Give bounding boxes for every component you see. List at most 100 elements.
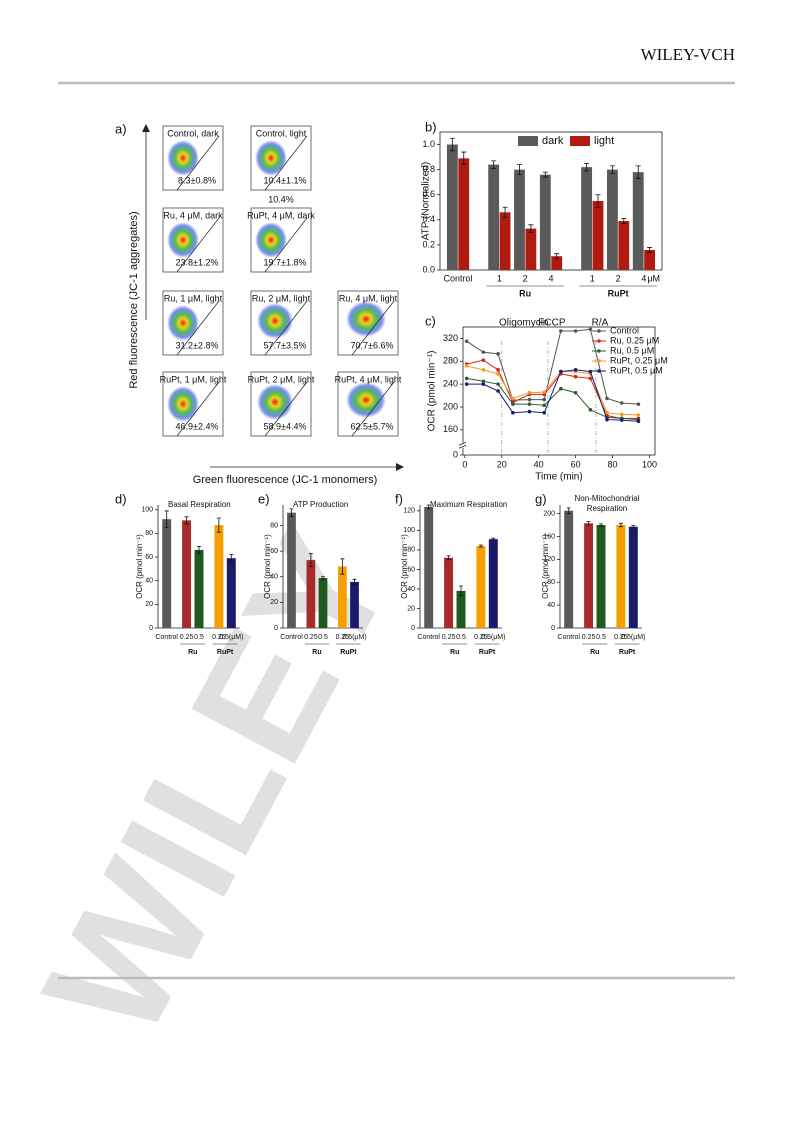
group-label: Ru [312, 649, 321, 656]
x-tick-label: 0.25 [180, 634, 194, 641]
series-line [466, 377, 639, 421]
gate-line [351, 300, 395, 356]
point-marker [573, 329, 578, 333]
point-marker [496, 372, 500, 376]
point-marker [559, 329, 563, 333]
y-tick-label: 120 [543, 556, 555, 563]
point-marker [511, 396, 515, 401]
y-tick-label: 0 [149, 625, 153, 632]
arrow-head [142, 124, 150, 132]
y-tick-label: 20 [270, 599, 278, 606]
y-tick-label: 200 [443, 401, 458, 411]
density-blob [257, 384, 293, 420]
chart-title: ATP Production [293, 500, 348, 509]
gate-label: 23.8±1.2% [176, 257, 219, 267]
x-tick-label: 1 [497, 273, 502, 283]
point-marker [588, 327, 593, 332]
bar [214, 525, 224, 628]
point-marker [464, 382, 469, 386]
y-tick-label: 0.8 [422, 164, 435, 174]
bar [551, 256, 563, 270]
density-blob [255, 140, 287, 176]
chart-title: Basal Respiration [168, 500, 231, 509]
y-tick-label: 0 [453, 449, 458, 459]
point-marker [573, 368, 578, 372]
y-tick-label: 0.2 [422, 239, 435, 249]
plot-title: Ru, 4 μM, light [339, 293, 398, 303]
point-marker [588, 369, 593, 374]
density-blob [346, 301, 386, 337]
x-tick-label: 0.5(μM) [342, 634, 366, 641]
point-marker [619, 418, 624, 422]
point-marker [636, 419, 641, 424]
x-tick-label: 0.5(μM) [621, 634, 645, 641]
bar [644, 249, 656, 270]
point-marker [496, 389, 500, 393]
legend-label: RuPt, 0.5 μM [610, 365, 663, 375]
x-tick-label: 60 [571, 459, 581, 469]
error-bar [618, 522, 623, 528]
bar [194, 549, 204, 628]
x-tick-label: 0.25 [212, 634, 226, 641]
y-tick-label: 80 [270, 522, 278, 529]
gate-label: 10.4±1.1% [264, 175, 307, 185]
group-label: Ru [519, 288, 531, 298]
x-tick-label: 2 [616, 273, 621, 283]
panel-label: f) [395, 491, 403, 506]
x-tick-label: 0.5 [456, 634, 466, 641]
panel-label: c) [425, 313, 436, 328]
y-tick-label: 280 [443, 356, 458, 366]
legend-label: RuPt, 0.25 μM [610, 355, 668, 365]
y-tick-label: 0.6 [422, 189, 435, 199]
y-tick-label: 0 [411, 625, 415, 632]
point-marker [527, 390, 532, 395]
gate-label: 58.9±4.4% [264, 421, 307, 431]
bar [424, 506, 434, 628]
point-marker [588, 376, 593, 381]
plot-title: Control, dark [167, 128, 219, 138]
bar [476, 546, 486, 628]
legend-label: Ru, 0.25 μM [610, 335, 659, 345]
plot-title: RuPt, 4 μM, dark [247, 210, 315, 220]
bar [539, 174, 551, 270]
legend-label: dark [542, 135, 564, 147]
point-marker [511, 410, 515, 415]
legend-label: light [594, 135, 614, 147]
bar [525, 228, 537, 270]
density-blob [346, 382, 386, 418]
x-axis-label: Time (min) [535, 472, 582, 483]
y-axis-label: OCR (pmol min⁻¹) [400, 534, 409, 599]
point-marker [573, 374, 578, 379]
point-marker [619, 401, 624, 405]
error-bar [229, 554, 234, 563]
density-blob [257, 303, 293, 339]
y-axis-label: OCR (pmol min⁻¹) [263, 534, 272, 599]
group-label: Ru [450, 649, 459, 656]
bar [514, 169, 525, 270]
error-bar [352, 578, 357, 585]
axis-break [458, 441, 467, 449]
x-tick-label: 4 [641, 273, 646, 283]
gate-line [264, 217, 308, 273]
bar [632, 172, 644, 270]
gate-line [176, 381, 220, 437]
bar [338, 566, 347, 628]
bar [306, 560, 316, 628]
error-bar [308, 553, 313, 567]
plot-title: Ru, 2 μM, light [252, 293, 311, 303]
bar [444, 557, 454, 628]
x-tick-label: 1 [590, 273, 595, 283]
x-tick-label: 0.5 [194, 634, 204, 641]
legend-marker [597, 329, 601, 333]
group-label: RuPt [619, 649, 636, 656]
error-bar [621, 218, 627, 224]
x-tick-label: 4 [548, 273, 553, 283]
error-bar [647, 247, 653, 253]
point-marker [542, 403, 547, 408]
y-axis-label: ATP (Normalized) [421, 162, 432, 241]
panel-label: b) [425, 119, 437, 134]
legend-swatch [570, 136, 590, 146]
error-bar [595, 194, 601, 208]
x-tick-label: 0.5(μM) [219, 634, 243, 641]
